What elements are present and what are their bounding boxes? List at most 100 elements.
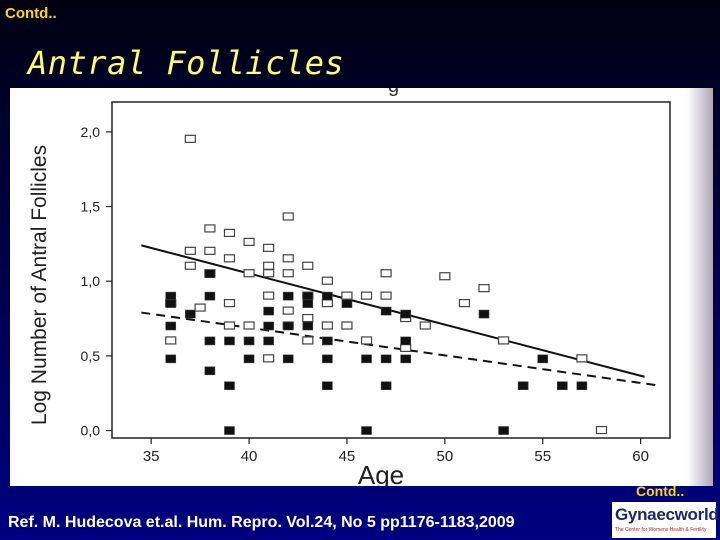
data-point-open: [184, 246, 196, 255]
regression-line-solid: [141, 244, 645, 378]
data-point-filled: [282, 291, 294, 301]
x-tick-label: 50: [436, 448, 453, 465]
data-point-open: [302, 336, 314, 345]
x-tick-label: 55: [534, 448, 551, 465]
data-point-open: [360, 336, 373, 345]
scan-edge-shadow: [687, 88, 713, 486]
data-point-filled: [263, 336, 274, 346]
plot-frame: [111, 101, 671, 439]
data-point-filled: [400, 354, 411, 364]
data-point-filled: [243, 354, 255, 364]
data-point-filled: [322, 381, 333, 391]
data-point-filled: [302, 291, 314, 301]
data-point-filled: [517, 381, 529, 391]
data-point-filled: [224, 426, 235, 435]
y-axis-label: Log Number of Antral Follicles: [28, 145, 51, 425]
data-point-filled: [380, 306, 392, 316]
data-point-open: [263, 354, 275, 363]
x-tick-label: 45: [339, 448, 356, 465]
data-point-filled: [322, 336, 333, 346]
data-point-filled: [165, 291, 177, 301]
data-point-open: [576, 354, 588, 363]
data-point-open: [321, 321, 333, 330]
data-point-open: [341, 291, 353, 300]
data-point-filled: [576, 381, 588, 391]
data-point-filled: [498, 426, 509, 435]
x-axis-label: Age: [358, 460, 404, 486]
data-point-filled: [478, 309, 490, 319]
data-point-open: [165, 336, 177, 345]
data-point-open: [194, 303, 206, 312]
data-point-filled: [322, 291, 333, 301]
data-point-open: [341, 321, 353, 330]
data-point-open: [223, 321, 236, 330]
data-point-filled: [165, 321, 177, 331]
data-point-filled: [204, 269, 216, 279]
data-point-open: [458, 299, 471, 308]
continued-label-bottom: Contd..: [636, 483, 685, 499]
data-point-filled: [400, 309, 411, 319]
data-point-open: [419, 321, 431, 330]
data-point-open: [360, 291, 373, 300]
y-tick-label: 0,5: [81, 348, 101, 364]
reference-citation: Ref. M. Hudecova et.al. Hum. Repro. Vol.…: [8, 514, 515, 531]
logo-wordmark: Gynaecworld: [615, 505, 719, 524]
data-point-open: [263, 243, 275, 252]
data-point-open: [243, 321, 255, 330]
data-point-open: [380, 269, 392, 278]
data-point-open: [439, 272, 451, 281]
data-point-open: [184, 261, 196, 270]
data-point-filled: [263, 321, 274, 331]
data-point-open: [478, 284, 490, 293]
data-point-open: [497, 336, 510, 345]
data-point-open: [223, 299, 236, 308]
data-point-filled: [204, 366, 216, 376]
data-point-open: [321, 299, 333, 308]
data-point-open: [302, 261, 314, 270]
data-point-open: [263, 291, 275, 300]
data-point-filled: [224, 336, 235, 346]
data-point-open: [263, 269, 275, 278]
x-tick-label: 60: [632, 448, 649, 465]
data-point-filled: [165, 299, 177, 308]
data-point-filled: [361, 426, 372, 435]
data-point-filled: [243, 336, 255, 346]
data-point-open: [282, 306, 294, 315]
data-point-filled: [165, 354, 177, 364]
data-point-filled: [302, 321, 314, 331]
data-point-filled: [204, 336, 216, 346]
cropped-heading-fragment: g: [388, 88, 399, 97]
data-point-open: [282, 212, 294, 221]
data-point-open: [400, 343, 412, 352]
data-point-open: [282, 269, 294, 278]
data-point-open: [321, 276, 333, 285]
continued-label-top: Contd..: [5, 5, 57, 22]
data-point-open: [223, 254, 236, 263]
data-point-filled: [282, 354, 294, 364]
data-point-open: [282, 254, 294, 263]
data-point-filled: [537, 354, 549, 364]
data-point-open: [302, 313, 314, 323]
y-tick-label: 0,0: [81, 423, 101, 439]
data-point-open: [263, 261, 275, 270]
x-tick-label: 40: [241, 448, 258, 465]
data-point-open: [223, 228, 236, 238]
gynaecworld-logo: Gynaecworld The Center for Womens Health…: [612, 502, 719, 538]
data-point-filled: [204, 291, 216, 301]
scatter-chart: g 35 40 45 50 55 60 0,0 0,5 1,0 1,5 2,0 Age Log Numbe…: [28, 88, 671, 486]
y-tick-label: 2,0: [81, 124, 101, 140]
logo-tagline: The Center for Womens Health & Fertility: [615, 527, 707, 533]
data-point-open: [380, 291, 392, 300]
data-point-filled: [361, 354, 372, 364]
data-point-filled: [341, 299, 353, 308]
data-point-open: [243, 269, 255, 278]
data-point-filled: [380, 354, 392, 364]
chart-panel: g 35 40 45 50 55 60 0,0 0,5 1,0 1,5 2,0 Age Log Numbe…: [10, 88, 713, 486]
y-tick-label: 1,0: [81, 273, 101, 289]
data-point-filled: [282, 321, 294, 331]
data-point-open: [595, 425, 608, 435]
data-point-open: [243, 237, 255, 246]
data-point-open: [204, 246, 216, 255]
data-point-filled: [380, 381, 392, 391]
data-point-filled: [263, 306, 274, 316]
